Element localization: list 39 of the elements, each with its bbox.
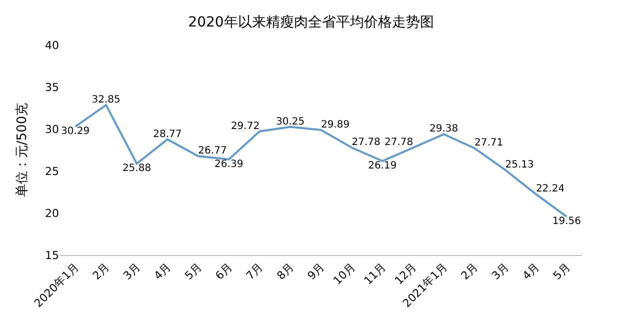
x-tick-label: 10月: [330, 260, 358, 288]
x-tick-label: 11月: [362, 260, 388, 288]
y-tick-label: 40: [45, 38, 59, 52]
data-label: 27.78: [384, 137, 414, 148]
x-tick-label: 9月: [305, 260, 328, 282]
data-label: 28.77: [153, 128, 182, 140]
data-label: 26.77: [198, 146, 227, 157]
x-tick-label: 4月: [520, 260, 542, 282]
data-label: 29.89: [321, 119, 350, 130]
x-tick-label: 5月: [550, 260, 573, 282]
chart-title: 2020年以来精瘦肉全省平均价格走势图: [188, 14, 434, 30]
data-label: 26.19: [368, 160, 397, 172]
y-tick-label: 25: [45, 164, 59, 178]
data-label: 32.85: [92, 94, 120, 106]
x-tick-label: 2月: [458, 260, 481, 282]
data-label: 30.25: [276, 116, 305, 128]
data-label: 29.72: [230, 120, 260, 132]
data-label: 22.24: [536, 184, 565, 195]
data-label: 29.38: [430, 124, 458, 135]
data-label: 26.39: [214, 158, 244, 170]
x-tick-label: 2月: [90, 260, 112, 282]
x-tick-label: 4月: [152, 260, 174, 282]
x-tick-label: 7月: [244, 260, 266, 282]
y-tick-label: 15: [45, 248, 59, 262]
data-label: 27.71: [474, 138, 504, 149]
data-label: 19.56: [552, 216, 581, 228]
data-label: 25.88: [122, 163, 152, 174]
data-label: 27.78: [352, 137, 380, 148]
y-tick-label: 35: [45, 80, 59, 94]
data-label: 30.29: [61, 126, 90, 138]
x-tick-label: 5月: [182, 260, 204, 282]
y-tick-label: 30: [45, 122, 59, 136]
data-label: 25.13: [505, 159, 534, 170]
y-tick-label: 20: [45, 206, 59, 220]
y-axis-title: 单位：元/500克: [14, 102, 30, 198]
x-tick-label: 3月: [489, 260, 512, 282]
x-tick-label: 3月: [120, 260, 143, 282]
x-tick-label: 8月: [274, 260, 296, 282]
x-tick-label: 6月: [212, 260, 235, 282]
